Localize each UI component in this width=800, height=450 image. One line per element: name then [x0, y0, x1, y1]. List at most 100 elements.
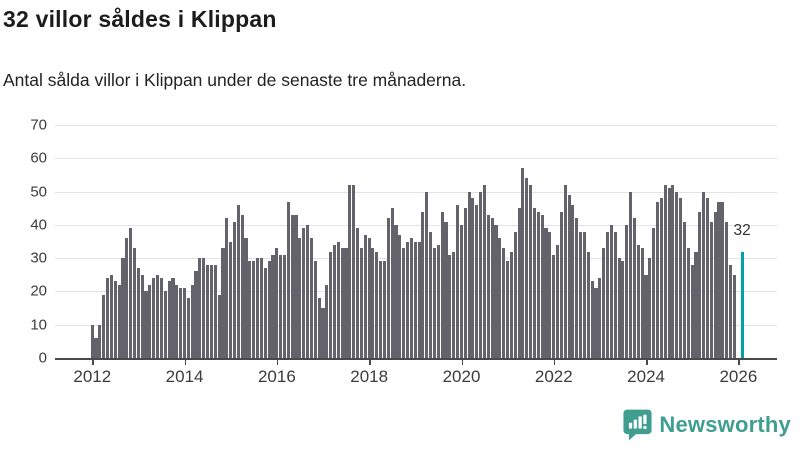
bar [640, 248, 644, 358]
bar [621, 261, 625, 358]
bar [102, 294, 106, 358]
bar [502, 248, 506, 358]
x-axis-label-2016: 2016 [257, 367, 296, 386]
bar [117, 284, 121, 358]
bar [521, 168, 525, 358]
bar [236, 204, 240, 358]
bar [709, 221, 713, 358]
bar [352, 184, 356, 358]
bar [444, 221, 448, 358]
x-axis-label-2014: 2014 [165, 367, 204, 386]
bar [302, 228, 306, 358]
bar [486, 214, 490, 358]
bar [648, 258, 652, 358]
bar [682, 221, 687, 358]
bar [255, 258, 260, 358]
bar [379, 261, 383, 358]
bar [167, 281, 171, 358]
x-axis-label-2024: 2024 [627, 367, 666, 386]
bar [90, 324, 94, 358]
bar [317, 298, 321, 358]
bar [279, 254, 283, 358]
bar [194, 271, 198, 358]
bar [644, 274, 648, 358]
bar [532, 208, 537, 358]
bar [179, 288, 183, 358]
bar [555, 244, 560, 358]
bar [605, 231, 610, 358]
x-axis-label-2018: 2018 [350, 367, 389, 386]
bar [609, 224, 613, 358]
bar [363, 234, 367, 358]
newsworthy-bubble-chart-icon [623, 409, 652, 441]
bar [652, 228, 656, 358]
x-tick-2018 [369, 360, 371, 365]
bar [190, 284, 194, 358]
bar [579, 231, 583, 358]
bar [675, 191, 679, 358]
bar [509, 251, 513, 358]
bar [175, 284, 179, 358]
bar [125, 238, 129, 358]
chart-plot-area: 0 10 20 30 40 50 60 70 2012 2014 2016 2018 2020 2022… [30, 117, 777, 386]
bar [513, 231, 517, 358]
x-axis-label-2020: 2020 [442, 367, 481, 386]
bar [129, 228, 133, 358]
bar [359, 248, 363, 358]
bar [482, 184, 487, 358]
bar [186, 298, 190, 358]
bar [271, 254, 275, 358]
bar [217, 294, 221, 358]
x-tick-2012 [92, 360, 94, 365]
bar [632, 218, 637, 358]
bar [690, 264, 694, 358]
gridline-50 [55, 191, 777, 193]
bar [371, 248, 375, 358]
x-tick-2014 [184, 360, 187, 365]
bar [421, 211, 425, 358]
bar [505, 261, 510, 358]
bar [463, 208, 467, 358]
bar [248, 261, 252, 358]
bar [136, 268, 140, 358]
bar [259, 258, 263, 358]
bar [498, 238, 502, 358]
bar [452, 251, 456, 358]
x-tick-2026 [738, 360, 740, 365]
x-tick-2022 [553, 360, 556, 365]
bar [294, 214, 298, 358]
x-axis-label-2012: 2012 [73, 367, 112, 386]
bar [575, 218, 579, 358]
bar [475, 204, 479, 358]
bar [667, 188, 671, 358]
bar [282, 254, 287, 358]
bar [540, 214, 544, 358]
gridline-40 [55, 224, 777, 226]
bar [717, 201, 721, 358]
brand-name: Newsworthy [659, 412, 791, 437]
bar [367, 238, 371, 358]
bar [536, 211, 540, 358]
x-axis-label-2022: 2022 [534, 367, 573, 386]
bar [221, 248, 225, 358]
x-tick-2020 [461, 360, 464, 365]
bar [171, 278, 175, 358]
bar [594, 288, 598, 358]
bar [436, 244, 440, 358]
bar [429, 231, 433, 358]
bar [721, 201, 725, 358]
bar [313, 261, 317, 358]
y-axis-label-60: 60 [30, 149, 47, 167]
bar [275, 248, 279, 358]
bar [305, 224, 310, 358]
highlight-value-label: 32 [733, 221, 751, 239]
bar [705, 198, 710, 358]
bar [694, 251, 698, 358]
bar [390, 208, 394, 358]
bar [698, 211, 702, 358]
bar [679, 198, 683, 358]
bar [213, 264, 217, 358]
bar [336, 241, 340, 358]
bar [198, 258, 202, 358]
y-axis-label-40: 40 [30, 216, 47, 234]
